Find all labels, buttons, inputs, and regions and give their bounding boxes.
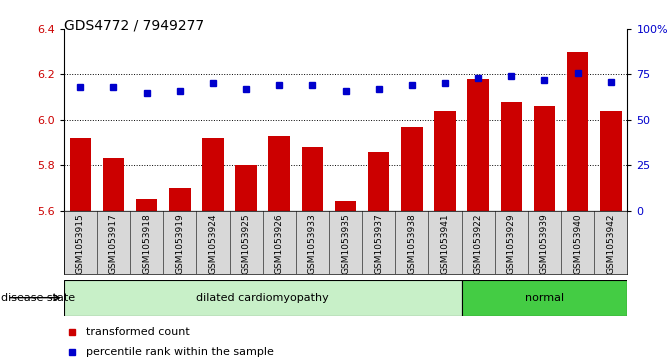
- Text: GSM1053938: GSM1053938: [407, 214, 417, 274]
- Text: GSM1053942: GSM1053942: [607, 214, 615, 274]
- Text: transformed count: transformed count: [87, 327, 190, 337]
- Bar: [302, 147, 323, 211]
- Text: GSM1053917: GSM1053917: [109, 214, 118, 274]
- Text: GSM1053925: GSM1053925: [242, 214, 250, 274]
- Bar: [202, 138, 223, 211]
- Bar: [462, 280, 627, 316]
- Text: disease state: disease state: [1, 293, 74, 303]
- Text: GSM1053940: GSM1053940: [573, 214, 582, 274]
- Text: GSM1053926: GSM1053926: [274, 214, 284, 274]
- Bar: [70, 138, 91, 211]
- Text: GSM1053941: GSM1053941: [441, 214, 450, 274]
- Text: GSM1053939: GSM1053939: [540, 214, 549, 274]
- Bar: [169, 188, 191, 211]
- Text: GSM1053924: GSM1053924: [209, 214, 217, 274]
- Text: normal: normal: [525, 293, 564, 303]
- Bar: [434, 111, 456, 211]
- Bar: [268, 136, 290, 211]
- Bar: [567, 52, 588, 211]
- Bar: [501, 102, 522, 211]
- Bar: [236, 165, 257, 211]
- Bar: [468, 79, 489, 211]
- Text: GSM1053915: GSM1053915: [76, 214, 85, 274]
- Text: GSM1053933: GSM1053933: [308, 214, 317, 274]
- Text: GSM1053922: GSM1053922: [474, 214, 482, 274]
- Text: dilated cardiomyopathy: dilated cardiomyopathy: [197, 293, 329, 303]
- Bar: [64, 280, 462, 316]
- Bar: [103, 158, 124, 211]
- Bar: [335, 201, 356, 211]
- Bar: [368, 151, 389, 211]
- Bar: [600, 111, 621, 211]
- Text: GSM1053937: GSM1053937: [374, 214, 383, 274]
- Bar: [533, 106, 556, 211]
- Text: GSM1053918: GSM1053918: [142, 214, 151, 274]
- Bar: [401, 127, 423, 211]
- Bar: [136, 199, 158, 211]
- Text: GSM1053929: GSM1053929: [507, 214, 516, 274]
- Text: percentile rank within the sample: percentile rank within the sample: [87, 347, 274, 357]
- Text: GSM1053935: GSM1053935: [341, 214, 350, 274]
- Text: GDS4772 / 7949277: GDS4772 / 7949277: [64, 18, 204, 32]
- Text: GSM1053919: GSM1053919: [175, 214, 185, 274]
